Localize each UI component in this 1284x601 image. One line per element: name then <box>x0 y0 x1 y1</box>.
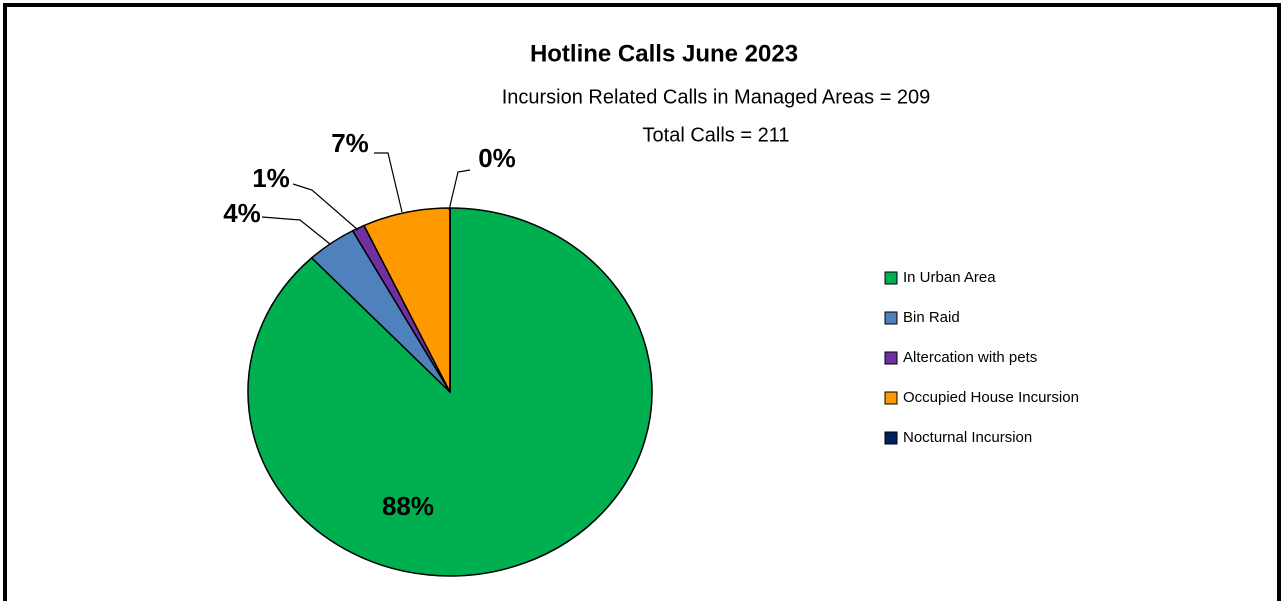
legend-swatch <box>884 351 898 365</box>
data-label: 1% <box>252 163 290 193</box>
chart-title: Hotline Calls June 2023 <box>530 40 798 67</box>
legend-swatch <box>884 311 898 325</box>
data-label: 7% <box>331 128 369 158</box>
data-label: 88% <box>382 491 434 521</box>
legend-swatch <box>884 271 898 285</box>
legend-label: In Urban Area <box>903 269 996 286</box>
leader-line <box>261 216 331 245</box>
legend-swatch <box>884 391 898 405</box>
leader-line <box>448 169 471 211</box>
legend-swatch <box>884 431 898 445</box>
data-label: 4% <box>223 198 261 228</box>
chart-subtitle: Total Calls = 211 <box>643 124 790 146</box>
leader-line <box>374 152 403 213</box>
legend-label: Nocturnal Incursion <box>903 429 1032 446</box>
chart-subtitle: Incursion Related Calls in Managed Areas… <box>502 86 931 108</box>
pie-slice <box>247 207 653 577</box>
legend-label: Altercation with pets <box>903 349 1037 366</box>
frame <box>3 3 1281 601</box>
data-label: 0% <box>478 143 516 173</box>
legend-label: Bin Raid <box>903 309 960 326</box>
leader-line <box>292 183 359 231</box>
legend-label: Occupied House Incursion <box>903 389 1079 406</box>
